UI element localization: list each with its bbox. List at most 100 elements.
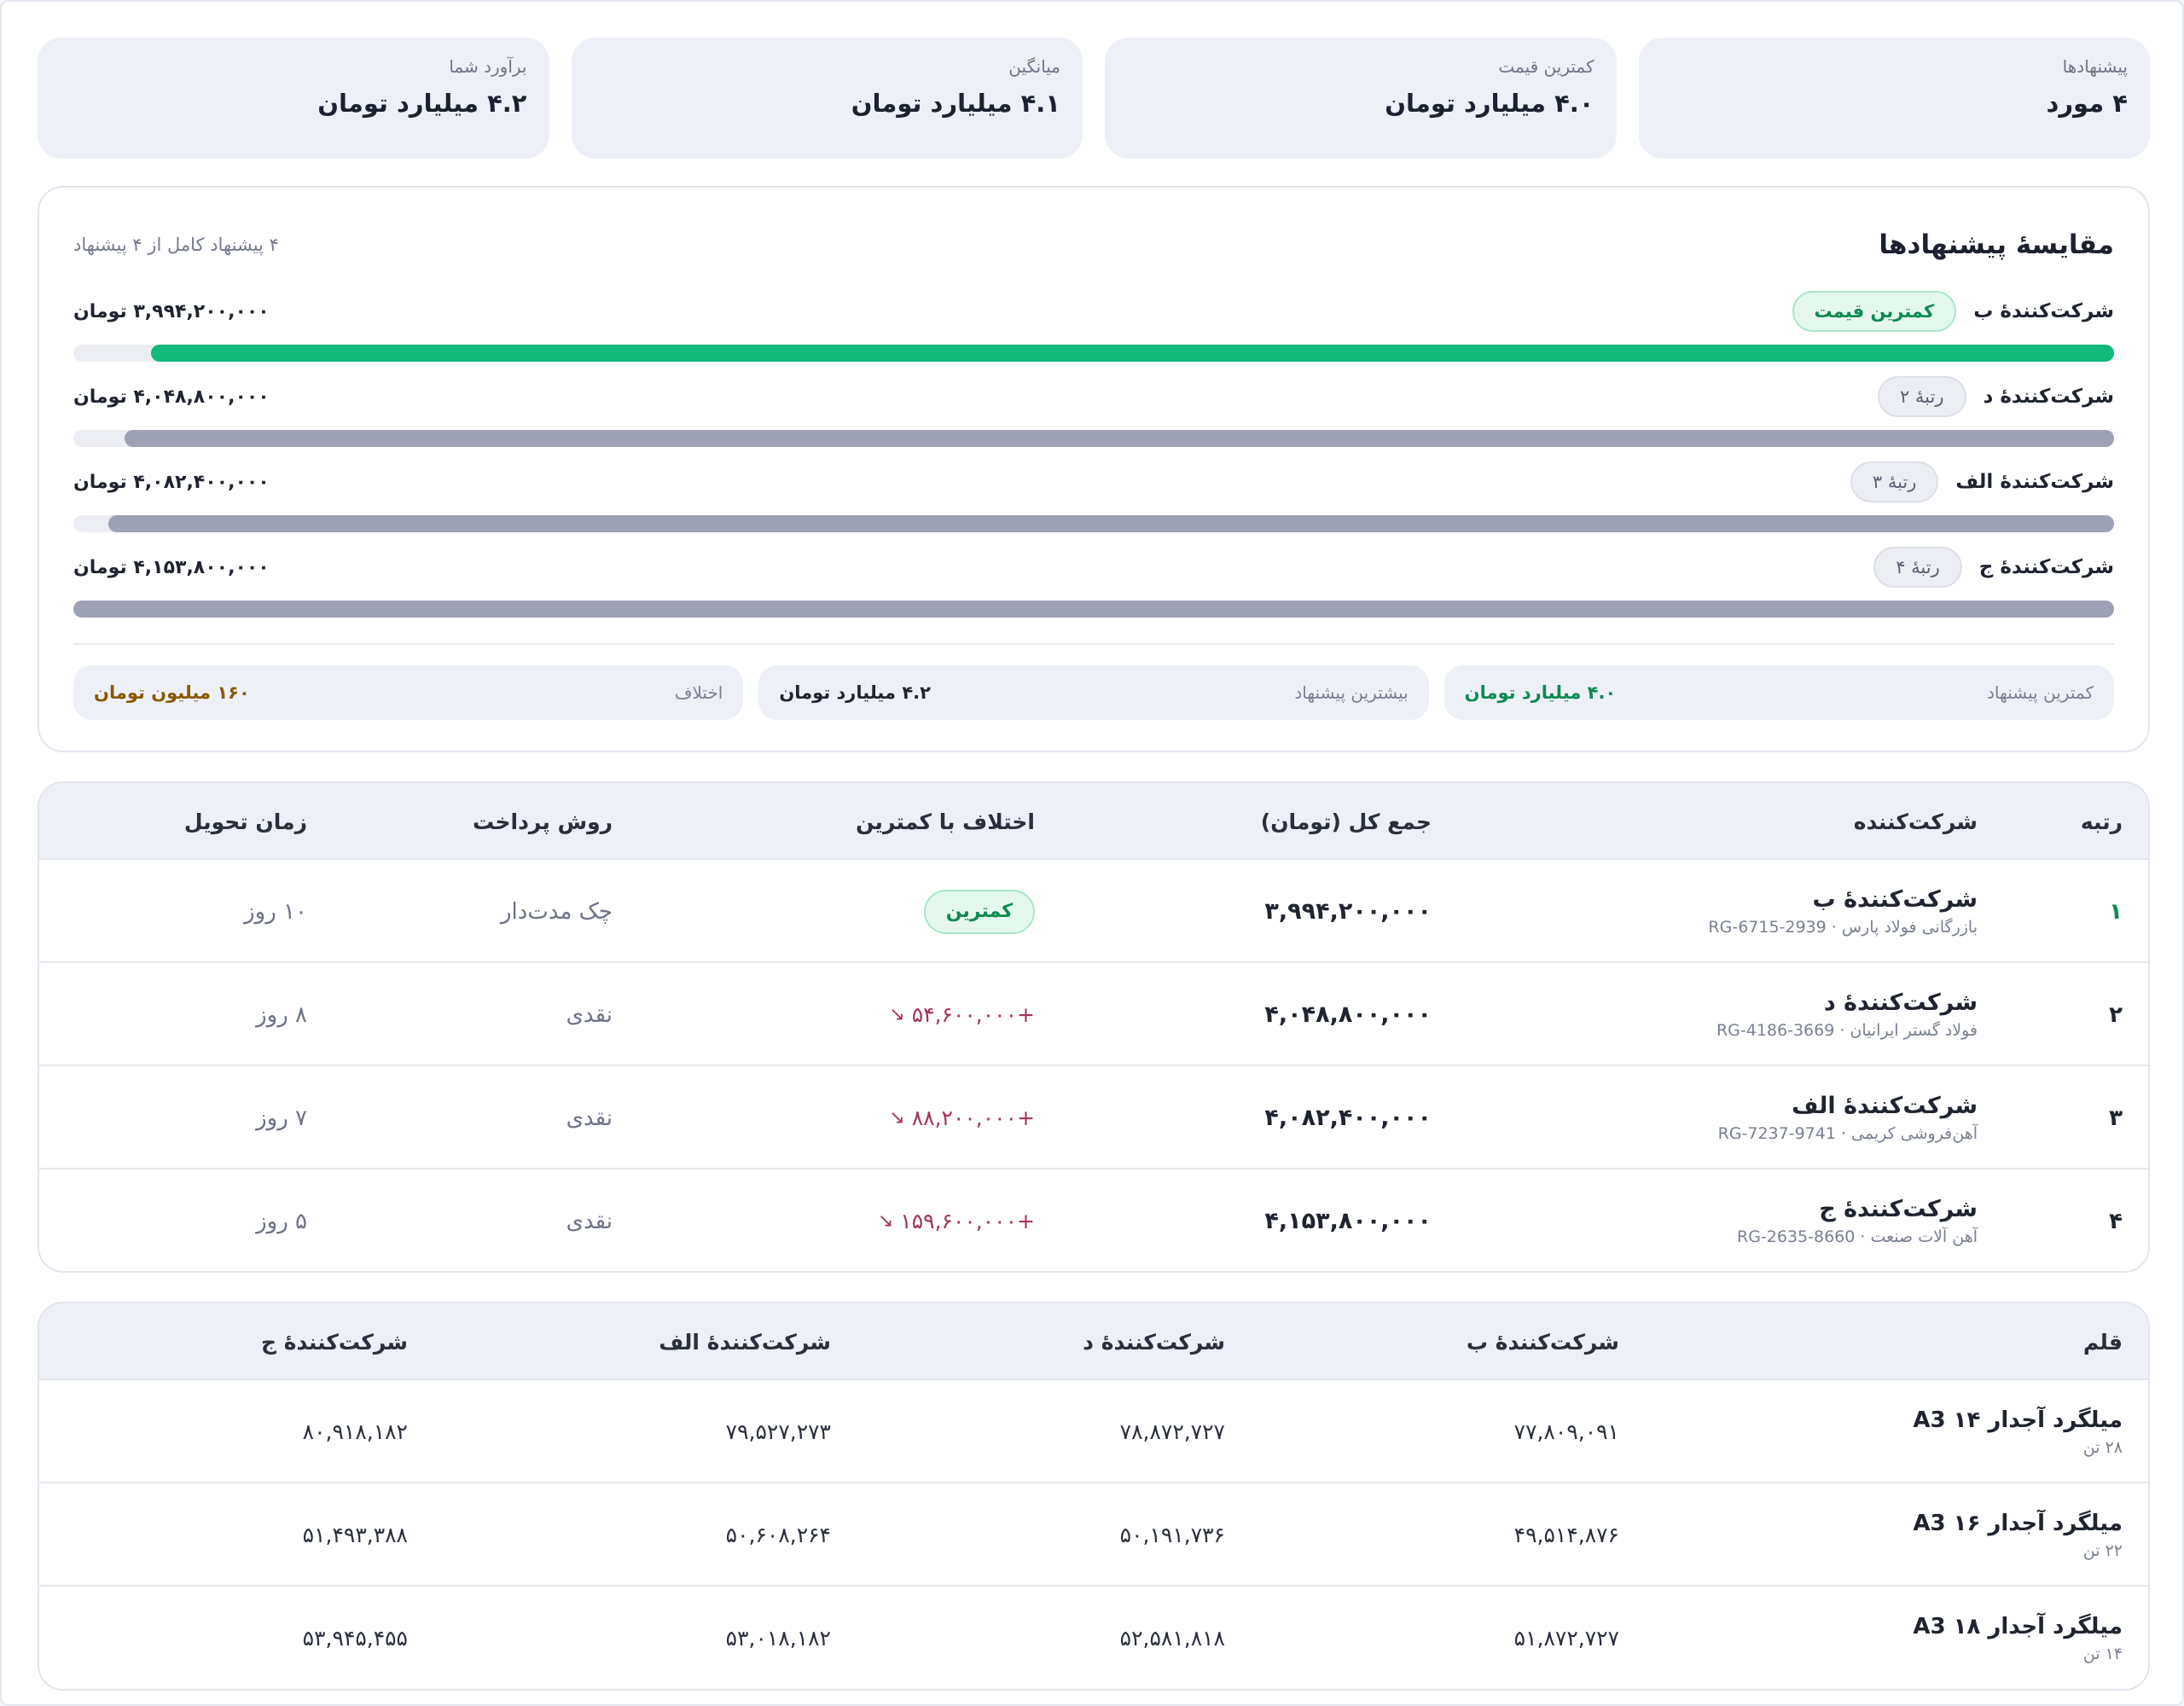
vendor-name: شرکت‌کنندهٔ د [1823,989,1978,1016]
stat-card-lowest: کمترین قیمت ۴.۰ میلیارد تومان [1105,38,1617,159]
bid-amount: ۴,۰۸۲,۴۰۰,۰۰۰ تومان [73,471,270,493]
rank-badge: رتبهٔ ۳ [1850,461,1939,502]
total-cell: ۴,۰۸۲,۴۰۰,۰۰۰ [1264,1105,1432,1131]
column-header-vendor-b[interactable]: شرکت‌کنندهٔ ب [1466,1329,1619,1355]
bid-vendor-name: شرکت‌کنندهٔ د [1983,386,2114,408]
bid-bar-row: شرکت‌کنندهٔ د رتبهٔ ۲ ۴,۰۴۸,۸۰۰,۰۰۰ توما… [73,374,2114,450]
summary-value: ۴.۰ میلیارد تومان [1464,682,1617,703]
stat-value: ۴ مورد [2046,89,2128,118]
bid-vendor-name: شرکت‌کنندهٔ ج [1978,556,2114,578]
price-cell: ۴۹,۵۱۴,۸۷۶ [1513,1523,1619,1547]
stat-value: ۴.۲ میلیارد تومان [317,89,527,118]
bid-bar-track [73,345,2114,362]
rank-cell: ۱ [2109,898,2123,925]
bids-table: رتبه شرکت‌کننده جمع کل (تومان) اختلاف با… [38,781,2150,1273]
stat-value: ۴.۱ میلیارد تومان [851,89,1060,118]
bid-bar-row: شرکت‌کنندهٔ الف رتبهٔ ۳ ۴,۰۸۲,۴۰۰,۰۰۰ تو… [73,459,2114,536]
vendor-cell: شرکت‌کنندهٔ ج آهن آلات صنعت · RG-2635-86… [1737,1169,1978,1271]
trend-down-icon: ↘ [877,1210,894,1232]
price-cell: ۷۹,۵۲۷,۲۷۳ [725,1419,831,1444]
bid-bar-fill [107,515,2114,532]
vendor-name: شرکت‌کنندهٔ ب [1812,886,1978,913]
total-cell: ۴,۱۵۳,۸۰۰,۰۰۰ [1264,1208,1432,1234]
column-header-vendor[interactable]: شرکت‌کننده [1853,809,1978,834]
column-header-delivery[interactable]: زمان تحویل [183,809,307,834]
diff-cell: کمترین [923,860,1035,963]
price-cell: ۵۱,۴۹۳,۳۸۸ [302,1523,408,1547]
column-header-item[interactable]: قلم [2082,1329,2123,1355]
price-cell: ۵۰,۶۰۸,۲۶۴ [725,1523,831,1547]
summary-value: ۴.۲ میلیارد تومان [779,682,931,703]
column-header-rank[interactable]: رتبه [2080,809,2123,834]
bid-bar-fill [150,345,2114,362]
bid-bar-row: شرکت‌کنندهٔ ج رتبهٔ ۴ ۴,۱۵۳,۸۰۰,۰۰۰ توما… [73,544,2114,621]
total-cell: ۴,۰۴۸,۸۰۰,۰۰۰ [1264,1001,1432,1028]
rank-badge: رتبهٔ ۴ [1873,547,1962,588]
rank-cell: ۳ [2109,1105,2123,1131]
bid-bar-track [73,515,2114,532]
column-header-vendor-alef[interactable]: شرکت‌کنندهٔ الف [659,1329,831,1355]
table-row[interactable]: میلگرد آجدار ۱۴ A3 ۲۸ تن ۷۷,۸۰۹,۰۹۱ ۷۸,۸… [39,1380,2148,1483]
divider [73,643,2114,645]
payment-cell: نقدی [566,1001,613,1028]
diff-value: +۵۴,۶۰۰,۰۰۰ [911,1002,1035,1027]
summary-value: ۱۶۰ میلیون تومان [94,682,250,703]
table-row[interactable]: میلگرد آجدار ۱۶ A3 ۲۲ تن ۴۹,۵۱۴,۸۷۶ ۵۰,۱… [39,1483,2148,1587]
table-row[interactable]: ۴ شرکت‌کنندهٔ ج آهن آلات صنعت · RG-2635-… [39,1169,2148,1271]
price-cell: ۵۰,۱۹۱,۷۳۶ [1119,1523,1225,1547]
vendor-name: شرکت‌کنندهٔ الف [1792,1093,1978,1119]
bid-bar-fill [73,601,2114,618]
item-cell: میلگرد آجدار ۱۶ A3 ۲۲ تن [1913,1483,2123,1587]
column-header-total[interactable]: جمع کل (تومان) [1260,809,1432,834]
vendor-cell: شرکت‌کنندهٔ د فولاد گستر ایرانیان · RG-4… [1716,963,1978,1066]
column-header-payment[interactable]: روش پرداخت [473,809,613,834]
rank-badge: رتبهٔ ۲ [1877,376,1966,417]
price-cell: ۷۷,۸۰۹,۰۹۱ [1513,1419,1619,1444]
diff-value: +۸۸,۲۰۰,۰۰۰ [911,1105,1035,1130]
vendor-registration: آهن‌فروشی کریمی · RG-7237-9741 [1717,1124,1978,1143]
table-row[interactable]: ۳ شرکت‌کنندهٔ الف آهن‌فروشی کریمی · RG-7… [39,1066,2148,1169]
column-header-vendor-d[interactable]: شرکت‌کنندهٔ د [1083,1329,1225,1355]
delivery-cell: ۷ روز [256,1105,307,1131]
stat-card-average: میانگین ۴.۱ میلیارد تومان [571,38,1083,159]
delivery-cell: ۸ روز [256,1001,307,1028]
comparison-title: مقایسهٔ پیشنهادها [1879,229,2114,260]
vendor-cell: شرکت‌کنندهٔ ب بازرگانی فولاد پارس · RG-6… [1708,860,1978,963]
delivery-cell: ۱۰ روز [244,898,307,925]
payment-cell: نقدی [566,1105,613,1131]
summary-difference: اختلاف ۱۶۰ میلیون تومان [73,665,744,720]
vendor-registration: بازرگانی فولاد پارس · RG-6715-2939 [1708,918,1978,937]
table-header: قلم شرکت‌کنندهٔ ب شرکت‌کنندهٔ د شرکت‌کنن… [39,1303,2148,1380]
item-cell: میلگرد آجدار ۱۴ A3 ۲۸ تن [1913,1380,2123,1483]
lowest-badge: کمترین [923,889,1035,934]
stat-label: کمترین قیمت [1498,56,1594,77]
bid-vendor-name: شرکت‌کنندهٔ الف [1955,471,2114,493]
bid-vendor-name: شرکت‌کنندهٔ ب [1973,300,2114,322]
table-row[interactable]: ۱ شرکت‌کنندهٔ ب بازرگانی فولاد پارس · RG… [39,860,2148,963]
table-row[interactable]: میلگرد آجدار ۱۸ A3 ۱۴ تن ۵۱,۸۷۲,۷۲۷ ۵۲,۵… [39,1587,2148,1689]
vendor-registration: فولاد گستر ایرانیان · RG-4186-3669 [1716,1021,1978,1040]
bid-amount: ۴,۱۵۳,۸۰۰,۰۰۰ تومان [73,556,270,578]
column-header-vendor-j[interactable]: شرکت‌کنندهٔ ج [260,1329,408,1355]
diff-cell: +۸۸,۲۰۰,۰۰۰ ↘ [889,1066,1035,1169]
vendor-registration: آهن آلات صنعت · RG-2635-8660 [1737,1227,1978,1246]
column-header-diff[interactable]: اختلاف با کمترین [856,809,1035,834]
vendor-name: شرکت‌کنندهٔ ج [1819,1196,1978,1222]
item-quantity: ۲۲ تن [2082,1541,2123,1560]
summary-label: کمترین پیشنهاد [1987,682,2094,703]
comparison-summary: کمترین پیشنهاد ۴.۰ میلیارد تومان بیشترین… [73,665,2114,720]
summary-lowest: کمترین پیشنهاد ۴.۰ میلیارد تومان [1443,665,2114,720]
bid-amount: ۳,۹۹۴,۲۰۰,۰۰۰ تومان [73,300,270,322]
stat-label: پیشنهادها [2062,56,2128,77]
price-cell: ۷۸,۸۷۲,۷۲۷ [1119,1419,1225,1444]
diff-cell: +۵۴,۶۰۰,۰۰۰ ↘ [889,963,1035,1066]
bid-bar-row: شرکت‌کنندهٔ ب کمترین قیمت ۳,۹۹۴,۲۰۰,۰۰۰ … [73,288,2114,365]
trend-down-icon: ↘ [889,1107,905,1129]
item-name: میلگرد آجدار ۱۸ A3 [1913,1613,2123,1639]
bid-comparison-panel: مقایسهٔ پیشنهادها ۴ پیشنهاد کامل از ۴ پی… [38,186,2150,752]
stat-label: میانگین [1008,56,1060,77]
table-row[interactable]: ۲ شرکت‌کنندهٔ د فولاد گستر ایرانیان · RG… [39,963,2148,1066]
lowest-price-badge: کمترین قیمت [1792,291,1957,332]
diff-cell: +۱۵۹,۶۰۰,۰۰۰ ↘ [877,1169,1035,1271]
